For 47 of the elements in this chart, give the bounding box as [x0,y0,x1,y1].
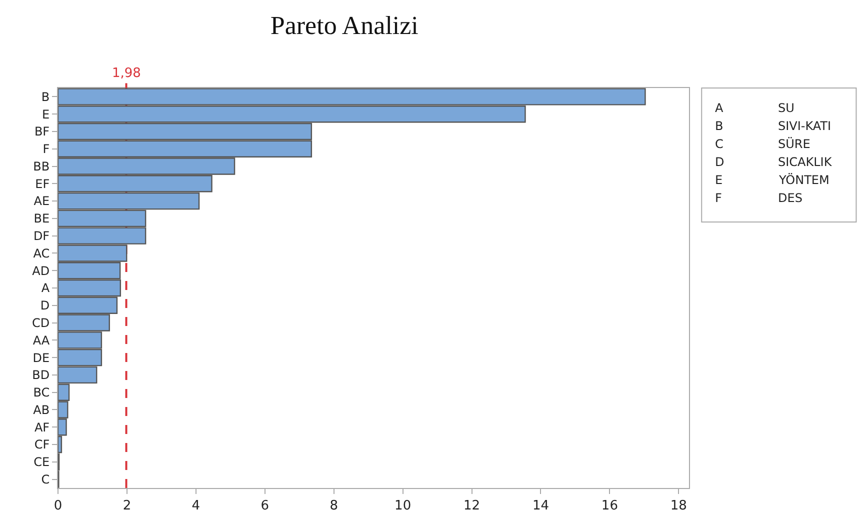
y-tick-label: AF [34,420,50,434]
text: SU [778,101,794,115]
text: D [715,155,724,169]
text: F [715,191,722,205]
x-tick-label: 6 [260,498,270,514]
y-tick-label: A [41,281,50,296]
text: A [715,101,724,115]
y-tick-label: DE [32,350,50,365]
text: DES [778,191,802,205]
text: SIVI-KATI [778,119,832,133]
text: SÜRE [778,137,810,151]
chart-title: Pareto Analizi [270,10,418,40]
y-tick-label: AB [33,402,50,417]
y-tick-label: CF [34,438,50,452]
y-tick-label: B [41,90,50,104]
x-tick-label: 16 [601,498,618,514]
y-tick-label: BD [32,368,50,382]
y-tick-label: AD [32,264,50,278]
y-tick-label: BB [33,159,50,174]
ref-line-label: 1,98 [112,66,141,81]
text: YÖNTEM [778,173,830,187]
text: SICAKLIK [778,155,833,169]
y-tick-label: E [42,107,50,122]
text: E [715,173,723,187]
y-tick-label: CD [32,316,50,330]
x-tick-label: 10 [394,498,412,514]
y-tick-label: AE [34,194,50,208]
x-tick-label: 0 [54,498,62,514]
y-tick-label: AA [32,333,50,348]
y-tick-label: EF [35,176,50,191]
y-tick-label: F [42,142,50,156]
y-tick-label: AC [33,246,50,260]
y-tick-label: BC [33,386,50,400]
x-tick-label: 4 [192,498,200,514]
x-tick-label: 14 [532,498,550,514]
y-tick-label: DF [33,229,50,244]
x-tick-label: 2 [122,498,132,514]
x-tick-label: 12 [463,498,480,514]
y-tick-label: C [41,472,50,486]
y-tick-label: CE [34,455,50,470]
text: C [715,137,724,151]
x-tick-label: 18 [670,498,687,514]
y-tick-label: BE [34,212,50,226]
y-tick-label: D [40,298,50,313]
y-tick-label: BF [34,124,50,139]
x-tick-label: 8 [330,498,338,514]
text: B [715,119,724,133]
